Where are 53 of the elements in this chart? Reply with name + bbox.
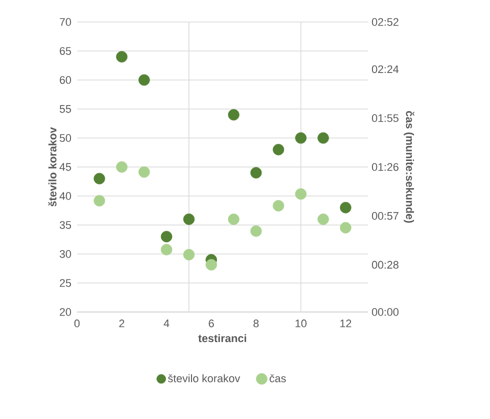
y-tick-label: 35	[60, 221, 72, 229]
point	[138, 166, 150, 178]
point	[206, 259, 218, 270]
y-tick-label: 55	[60, 105, 72, 113]
legend-label: čas	[270, 374, 286, 382]
y-tick-label: 65	[60, 47, 72, 55]
y-tick-label: 45	[60, 163, 72, 171]
y2-tick-label: 00:57	[372, 212, 398, 220]
x-tick-label: 0	[74, 320, 80, 328]
y-tick-label: 60	[60, 76, 72, 84]
point	[94, 172, 106, 184]
point	[295, 188, 307, 200]
y2-tick-label: 02:24	[372, 65, 399, 74]
y2-tick-label: 00:28	[372, 260, 398, 269]
point	[228, 109, 240, 120]
y-tick-label: 30	[60, 250, 72, 258]
y2-tick-label: 00:00	[372, 308, 399, 316]
point	[116, 161, 128, 173]
point	[340, 202, 352, 214]
y2-axis-title: čas (munite:sekunde)	[404, 111, 414, 223]
point	[138, 74, 150, 86]
point	[228, 214, 240, 225]
point	[183, 248, 195, 260]
point	[272, 200, 284, 212]
x-tick-label: 10	[296, 320, 307, 328]
point	[318, 214, 329, 225]
x-axis-title: testiranci	[198, 334, 246, 342]
point	[318, 132, 329, 144]
point	[94, 195, 106, 206]
point	[250, 167, 262, 178]
y-tick-label: 70	[60, 18, 72, 26]
y-tick-label: 50	[60, 134, 72, 142]
y-axis-title: število korakov	[48, 127, 56, 207]
x-tick-label: 8	[254, 320, 259, 328]
point	[295, 132, 307, 144]
legend-label: število korakov	[168, 374, 240, 382]
point	[183, 214, 195, 225]
x-tick-label: 2	[119, 320, 124, 328]
y-tick-label: 25	[60, 279, 72, 287]
y-tick-label: 40	[60, 192, 72, 200]
point	[160, 230, 172, 242]
x-tick-label: 6	[208, 320, 214, 328]
y-tick-label: 20	[60, 308, 72, 316]
point	[250, 225, 262, 237]
y2-tick-label: 01:26	[372, 163, 398, 171]
point	[272, 144, 284, 156]
x-tick-label: 4	[164, 320, 170, 328]
point	[160, 244, 172, 256]
y2-tick-label: 01:55	[372, 114, 398, 122]
y2-tick-label: 02:52	[372, 18, 398, 26]
point	[116, 51, 128, 62]
x-tick-label: 12	[340, 320, 352, 328]
point	[340, 222, 352, 234]
